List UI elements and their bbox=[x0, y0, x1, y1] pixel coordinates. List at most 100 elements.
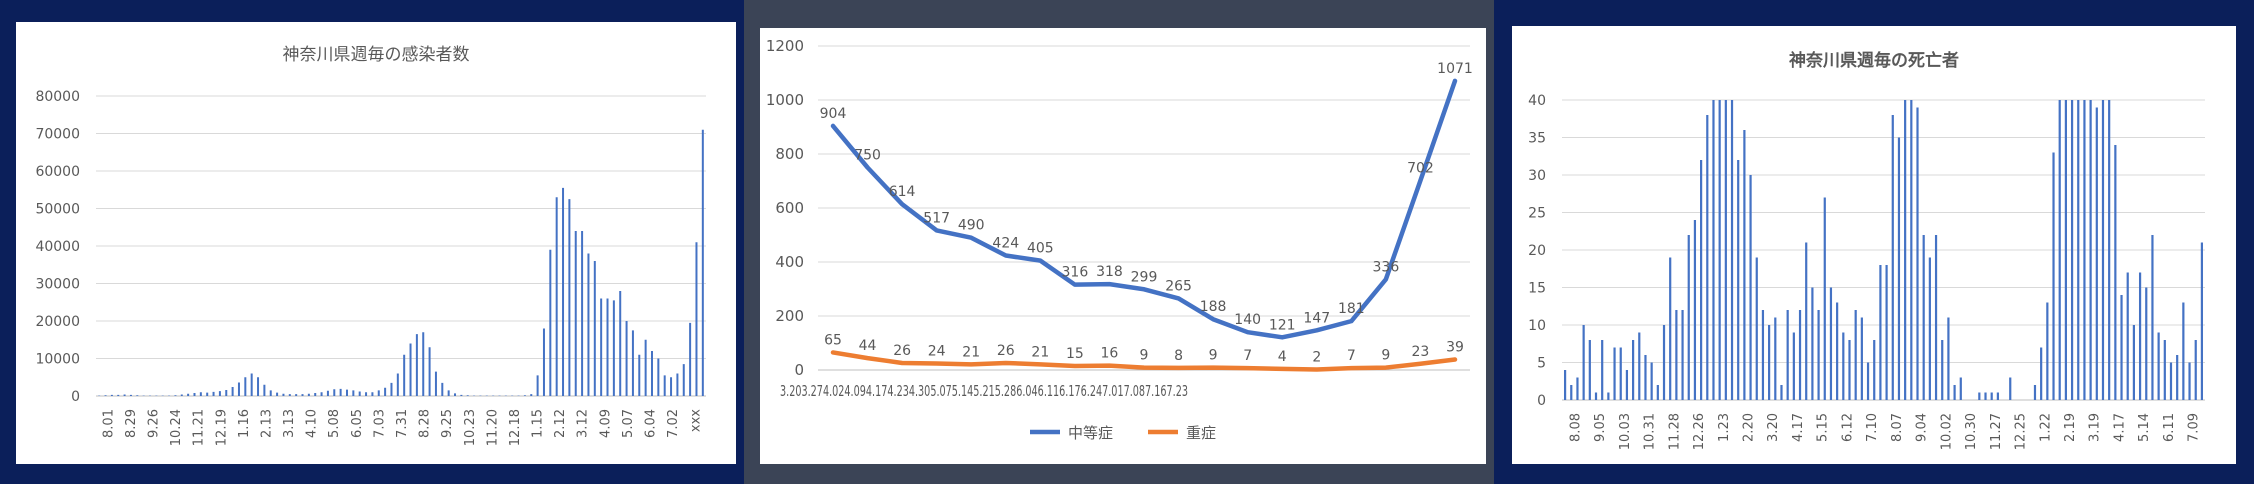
x-tick-label: 8.08 bbox=[1568, 413, 1583, 442]
x-tick-label: 12.26 bbox=[1692, 413, 1707, 450]
bar bbox=[1718, 100, 1721, 400]
x-tick-label: 5.08 bbox=[327, 409, 342, 438]
bar bbox=[301, 394, 304, 396]
data-label: 336 bbox=[1373, 259, 1400, 275]
y-tick-label: 0 bbox=[794, 361, 804, 379]
bar bbox=[695, 242, 698, 396]
bar bbox=[1632, 340, 1635, 400]
y-tick-label: 30000 bbox=[35, 277, 80, 293]
bar bbox=[549, 249, 552, 396]
bar bbox=[1681, 310, 1684, 400]
x-tick-label: 6.04 bbox=[644, 409, 659, 438]
bar bbox=[574, 231, 577, 396]
bar bbox=[2188, 362, 2191, 400]
x-tick-label: 8.28 bbox=[418, 409, 433, 438]
y-tick-label: 200 bbox=[775, 307, 804, 325]
x-tick-label: 12.25 bbox=[2014, 413, 2029, 450]
y-tick-label: 20000 bbox=[35, 314, 80, 330]
data-label: 23 bbox=[1412, 344, 1430, 360]
bar bbox=[358, 391, 361, 396]
bar bbox=[428, 347, 431, 396]
bar bbox=[568, 199, 571, 396]
bar bbox=[542, 328, 545, 396]
bar bbox=[1693, 220, 1697, 400]
bar bbox=[2077, 100, 2080, 400]
bar bbox=[1817, 310, 1820, 400]
bar bbox=[1576, 377, 1579, 400]
bar bbox=[1934, 235, 1938, 400]
data-label: 44 bbox=[859, 338, 877, 354]
bar bbox=[644, 339, 647, 396]
y-tick-label: 20 bbox=[1528, 243, 1546, 259]
bar bbox=[422, 332, 425, 396]
bar bbox=[612, 300, 615, 396]
bar bbox=[2200, 242, 2204, 400]
bar bbox=[1885, 265, 1888, 400]
data-label: 181 bbox=[1338, 301, 1365, 317]
y-tick-label: 1200 bbox=[766, 37, 804, 55]
bar bbox=[244, 377, 247, 396]
x-tick-label: xxx bbox=[689, 409, 704, 432]
data-label: 39 bbox=[1446, 339, 1464, 355]
bar bbox=[1570, 385, 1573, 400]
data-label: 121 bbox=[1269, 317, 1296, 333]
data-label: 147 bbox=[1303, 310, 1330, 326]
y-tick-label: 70000 bbox=[35, 127, 80, 143]
bar bbox=[1619, 347, 1622, 400]
bar bbox=[1959, 377, 1962, 400]
bar bbox=[1953, 385, 1956, 400]
data-label: 26 bbox=[997, 343, 1015, 359]
bar bbox=[237, 382, 240, 396]
x-tick-label: 8.07 bbox=[1890, 413, 1905, 442]
data-label: 265 bbox=[1165, 278, 1192, 294]
bar bbox=[638, 354, 641, 396]
x-tick-label: 3.12 bbox=[576, 409, 591, 438]
bar bbox=[2089, 100, 2092, 400]
bar bbox=[587, 253, 590, 396]
y-tick-label: 400 bbox=[775, 253, 804, 271]
bar bbox=[117, 394, 120, 396]
bar bbox=[218, 391, 221, 396]
x-tick-label: 12.18 bbox=[508, 409, 523, 446]
data-label: 2 bbox=[1312, 349, 1321, 365]
bar bbox=[1625, 370, 1629, 400]
bar bbox=[371, 392, 374, 396]
bar bbox=[320, 392, 323, 396]
bar bbox=[581, 231, 584, 396]
bar bbox=[1607, 392, 1610, 400]
bar bbox=[2151, 235, 2154, 400]
bar bbox=[1582, 325, 1585, 400]
data-label: 8 bbox=[1174, 348, 1183, 364]
bar bbox=[631, 330, 634, 396]
bar bbox=[454, 393, 457, 396]
bar bbox=[1805, 242, 1808, 400]
data-label: 4 bbox=[1278, 349, 1287, 365]
x-tick-label: 7.03 bbox=[372, 409, 387, 438]
bar bbox=[2070, 100, 2074, 400]
bar bbox=[1594, 392, 1598, 400]
infections-chart-panel: 神奈川県週毎の感染者数 0 10000 20000 30000 40000 50000 600… bbox=[16, 22, 736, 464]
bar bbox=[1910, 100, 1913, 400]
bar bbox=[110, 394, 113, 396]
bar bbox=[530, 394, 533, 396]
bar bbox=[2114, 145, 2117, 400]
x-tick-label: 10.02 bbox=[1939, 413, 1954, 450]
x-tick-label: 12.19 bbox=[214, 409, 229, 446]
deaths-chart: 神奈川県週毎の死亡者 0 5 10 15 20 25 30 35 40 8.08 9.05 10.03 1… bbox=[1528, 50, 2205, 450]
x-tick-label: 7.31 bbox=[395, 409, 410, 438]
bar bbox=[129, 394, 132, 396]
bar bbox=[1842, 332, 1845, 400]
data-label: 424 bbox=[992, 236, 1019, 252]
x-tick-label: 1.16 bbox=[237, 409, 252, 438]
y-tick-label: 0 bbox=[1537, 393, 1546, 409]
bar bbox=[663, 375, 666, 396]
bar bbox=[282, 393, 285, 396]
bar bbox=[263, 384, 266, 396]
bar bbox=[1700, 160, 1703, 400]
bar bbox=[288, 394, 291, 396]
bar bbox=[1662, 325, 1666, 400]
chart-title: 神奈川県週毎の感染者数 bbox=[283, 45, 470, 65]
bar bbox=[2108, 100, 2111, 400]
bar bbox=[314, 393, 317, 396]
bar bbox=[2040, 347, 2043, 400]
